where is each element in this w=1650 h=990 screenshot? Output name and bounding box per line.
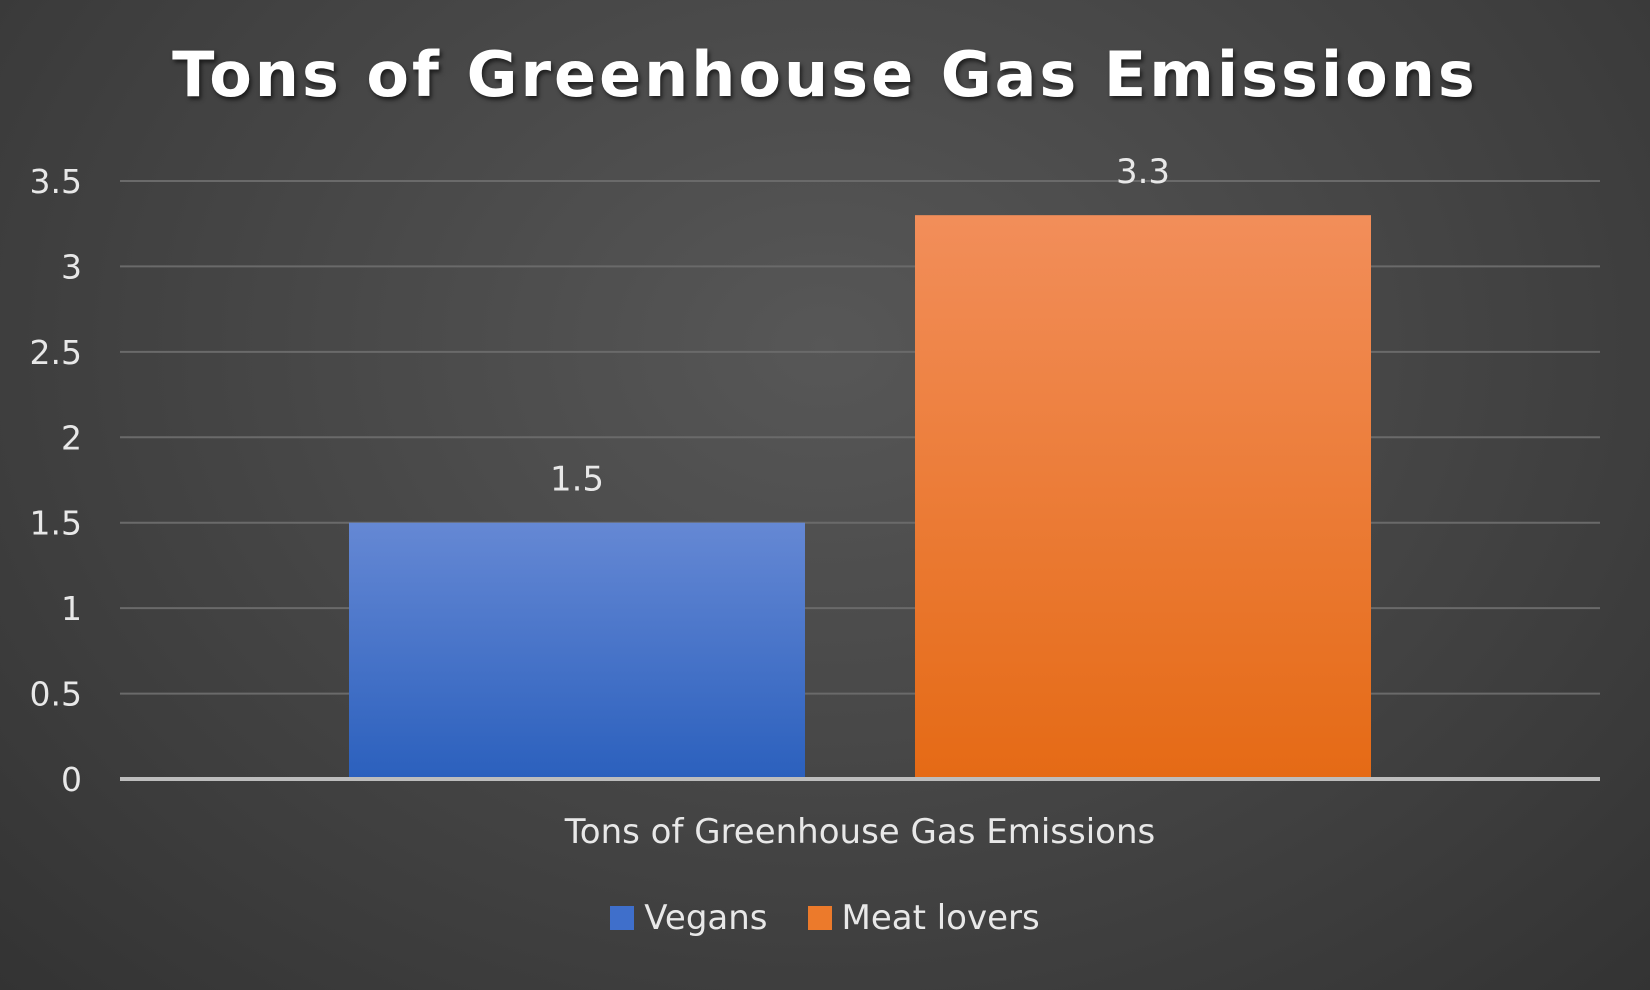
legend-item-meat-lovers: Meat lovers <box>807 898 1040 938</box>
y-tick-label: 1 <box>61 589 82 628</box>
y-tick-label: 0.5 <box>30 675 82 714</box>
y-tick-label: 3.5 <box>30 162 82 201</box>
data-labels: 1.5 3.3 <box>550 152 1170 500</box>
bar-meat-lovers <box>915 215 1371 779</box>
y-tick-label: 2 <box>61 418 82 457</box>
x-category-label: Tons of Greenhouse Gas Emissions <box>564 812 1155 852</box>
y-tick-label: 2.5 <box>30 333 82 372</box>
legend-label-vegans: Vegans <box>644 898 768 938</box>
legend: Vegans Meat lovers <box>0 898 1650 938</box>
bars <box>349 215 1371 779</box>
y-tick-label: 0 <box>61 760 82 799</box>
legend-item-vegans: Vegans <box>610 898 768 938</box>
data-label: 1.5 <box>550 460 604 500</box>
y-tick-label: 3 <box>61 247 82 286</box>
bar-vegans <box>349 522 805 779</box>
legend-swatch-vegans <box>610 906 635 930</box>
gridlines <box>120 180 1600 695</box>
legend-swatch-meat-lovers <box>807 906 832 930</box>
y-axis-ticks: 0 0.5 1 1.5 2 2.5 3 3.5 <box>30 162 82 799</box>
chart-title: Tons of Greenhouse Gas Emissions <box>172 38 1478 111</box>
legend-label-meat-lovers: Meat lovers <box>841 898 1040 938</box>
data-label: 3.3 <box>1116 152 1170 192</box>
y-tick-label: 1.5 <box>30 504 82 543</box>
